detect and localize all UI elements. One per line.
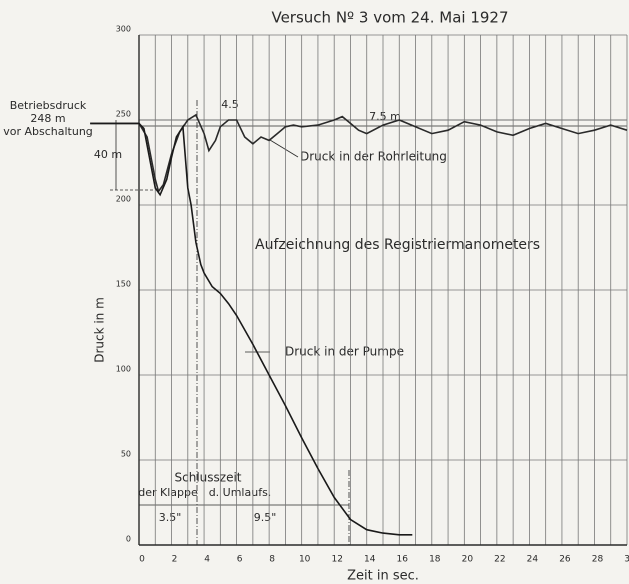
y-axis-label: Druck in m [93, 297, 107, 363]
x-axis-label: Zeit in sec. [347, 569, 419, 584]
annotation: Schlusszeit [175, 471, 242, 485]
annotation: 9.5" [254, 511, 277, 524]
x-tick-label: 8 [269, 555, 275, 565]
x-tick-label: 12 [331, 555, 342, 565]
x-tick-label: 2 [172, 555, 178, 565]
y-tick-label: 300 [116, 25, 131, 34]
chart-title: Versuch Nº 3 vom 24. Mai 1927 [271, 9, 508, 27]
y-tick-label: 250 [116, 110, 131, 119]
annotation: Aufzeichnung des Registriermanometers [255, 237, 540, 253]
x-tick-label: 0 [139, 555, 145, 565]
annotation: 3.5" [159, 511, 182, 524]
x-tick-label: 6 [237, 555, 243, 565]
annotation: der Klappe [138, 486, 198, 499]
x-tick-label: 14 [364, 555, 376, 565]
annotation: vor Abschaltung [3, 125, 93, 138]
x-tick-label: 10 [299, 555, 311, 565]
x-tick-label: 24 [527, 555, 539, 565]
x-tick-label: 16 [397, 555, 409, 565]
y-tick-label: 200 [116, 195, 131, 204]
x-tick-label: 28 [592, 555, 604, 565]
annotation: Druck in der Rohrleitung [300, 150, 447, 164]
y-tick-label: 150 [116, 280, 131, 289]
annotation: 4.5 [221, 98, 239, 111]
x-tick-label: 22 [494, 555, 505, 565]
annotation: d. Umlaufs. [209, 486, 272, 499]
y-tick-label: 0 [126, 535, 131, 544]
annotation: Druck in der Pumpe [285, 345, 404, 359]
line-series [90, 113, 628, 194]
y-tick-label: 50 [121, 450, 131, 459]
y-tick-label: 100 [116, 365, 131, 374]
line-series [90, 122, 413, 536]
annotation: 40 m [94, 148, 122, 161]
annotation: Betriebsdruck [10, 99, 87, 112]
x-tick-label: 30 [624, 555, 629, 565]
x-tick-label: 18 [429, 555, 441, 565]
x-tick-label: 4 [204, 555, 210, 565]
annotation: 248 m [30, 112, 65, 125]
x-tick-label: 26 [559, 555, 571, 565]
x-tick-label: 20 [462, 555, 474, 565]
